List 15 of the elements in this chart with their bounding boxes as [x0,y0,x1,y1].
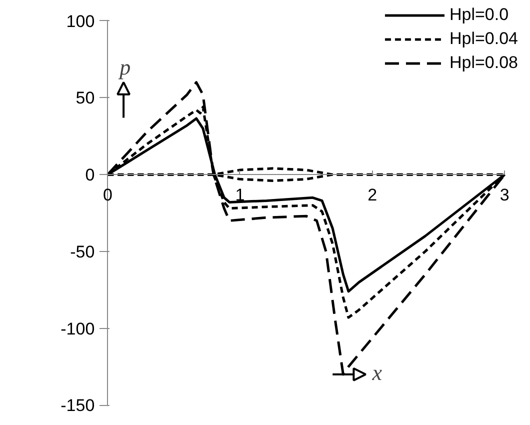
y-tick-label: -100 [60,319,95,338]
y-tick-label: -50 [70,242,95,262]
y-tick-label: 0 [85,166,95,185]
x-tick-label: 0 [102,186,112,205]
y-axis-title: p [118,54,131,80]
x-tick-label: 3 [500,186,510,205]
y-tick-label: -150 [60,396,95,416]
legend-label: Hpl=0.08 [449,53,518,73]
legend-label: Hpl=0.04 [449,29,518,49]
x-tick-label: 2 [368,186,378,205]
x-tick-label: 1 [235,186,245,205]
legend-label: Hpl=0.0 [449,5,509,25]
y-tick-label: 50 [76,88,95,108]
y-tick-label: 100 [66,12,95,31]
x-axis-title: x [371,360,382,386]
